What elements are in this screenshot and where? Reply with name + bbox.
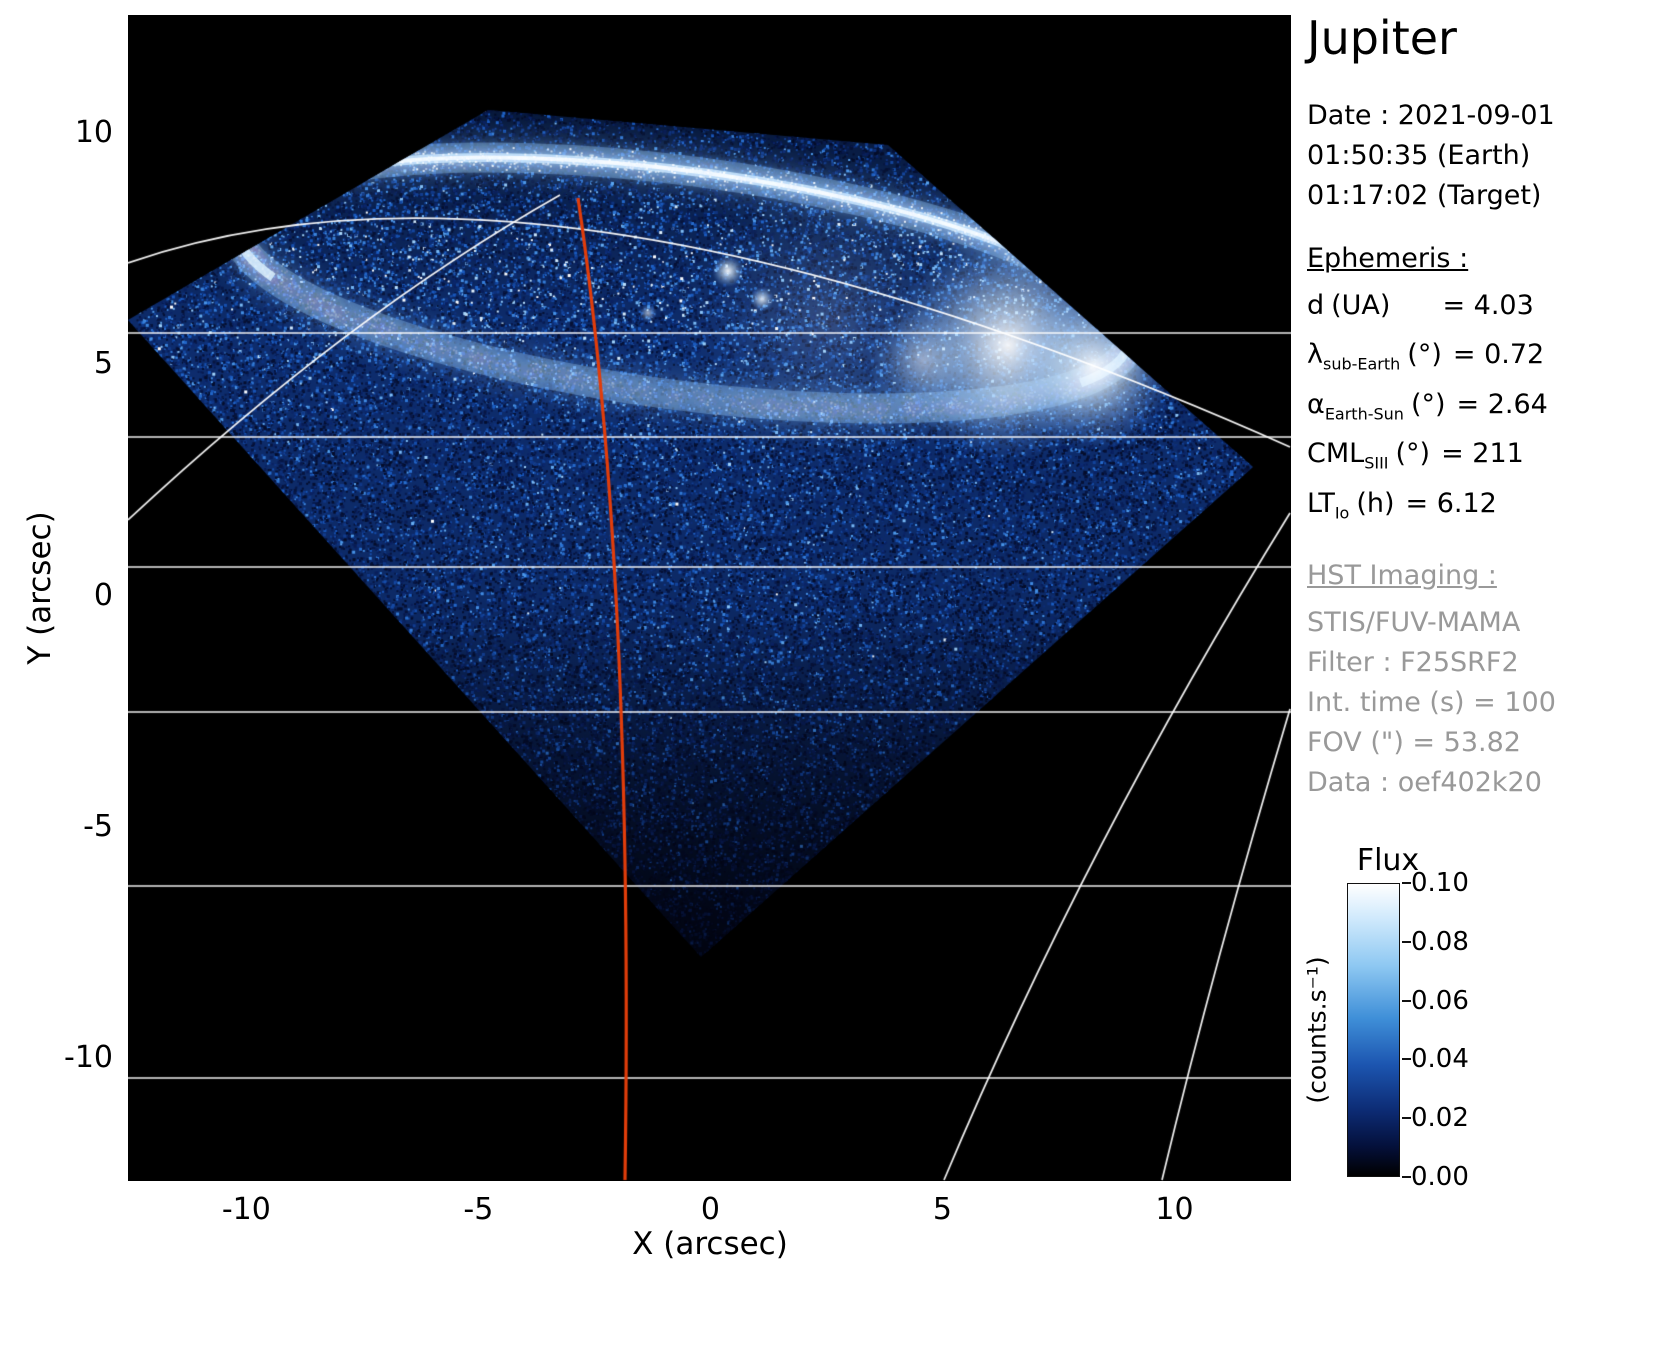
colorbar-title: Flux	[1356, 843, 1420, 878]
ephemeris-symbol: d	[1307, 290, 1325, 321]
ephemeris-row-lambda-subearth: λsub-Earth (°) = 0.72	[1307, 335, 1667, 384]
x-tick-label: 0	[700, 1192, 720, 1227]
x-axis-label: X (arcsec)	[632, 1226, 788, 1262]
obs-time-earth: 01:50:35 (Earth)	[1307, 140, 1531, 171]
ephemeris-unit: (h)	[1356, 487, 1395, 519]
y-tick-label: -10	[64, 1039, 113, 1075]
colorbar-tick-label: 0.04	[1411, 1044, 1469, 1075]
colorbar-tick-mark	[1402, 1058, 1411, 1061]
ephemeris-symbol: CMLSIII	[1307, 438, 1389, 473]
colorbar-tick-label: 0.08	[1411, 926, 1469, 957]
colorbar-gradient	[1347, 883, 1400, 1177]
figure-title: Jupiter	[1307, 11, 1457, 65]
hst-imaging-block: HST Imaging : STIS/FUV-MAMA Filter : F25…	[1307, 559, 1667, 803]
ephemeris-row-distance: d (UA) = 4.03	[1307, 286, 1667, 335]
colorbar-tick-label: 0.10	[1411, 868, 1469, 898]
ephemeris-value: = 211	[1441, 438, 1524, 470]
info-panel: Jupiter Date : 2021-09-01 01:50:35 (Eart…	[1307, 12, 1667, 803]
colorbar-tick-mark	[1402, 940, 1411, 943]
colorbar-unit-label: (counts.s⁻¹)	[1302, 956, 1332, 1104]
colorbar-tick-mark	[1402, 882, 1411, 884]
ephemeris-row-lt-io: LTIo (h) = 6.12	[1307, 484, 1667, 533]
x-tick-label: 5	[932, 1192, 953, 1227]
ephemeris-symbol: LTIo	[1307, 487, 1350, 522]
colorbar-tick-mark	[1402, 1176, 1411, 1178]
x-tick-label: -10	[221, 1192, 271, 1227]
colorbar-tick-mark	[1402, 1117, 1411, 1120]
ephemeris-value: = 0.72	[1452, 339, 1545, 371]
y-tick-label: 10	[74, 115, 113, 151]
hst-int-time: Int. time (s) = 100	[1307, 686, 1556, 718]
ephemeris-unit: (°)	[1407, 339, 1442, 371]
y-tick-label: 0	[93, 577, 113, 613]
x-tick-label: -5	[463, 1192, 494, 1227]
colorbar-tick-mark	[1402, 999, 1411, 1002]
ephemeris-unit: (°)	[1395, 438, 1431, 470]
hst-instrument: STIS/FUV-MAMA	[1307, 606, 1521, 638]
colorbar-tick-label: 0.00	[1411, 1162, 1469, 1192]
ephemeris-block: Ephemeris : d (UA) = 4.03 λsub-Earth (°)…	[1307, 242, 1667, 533]
ephemeris-value: = 6.12	[1405, 487, 1497, 519]
obs-date: Date : 2021-09-01	[1307, 100, 1555, 131]
ephemeris-value: = 4.03	[1442, 290, 1534, 321]
obs-time-target: 01:17:02 (Target)	[1307, 180, 1542, 211]
ephemeris-unit: (UA)	[1331, 290, 1391, 321]
ephemeris-row-alpha-earthsun: αEarth-Sun (°) = 2.64	[1307, 385, 1667, 434]
hst-data-id: Data : oef402k20	[1307, 766, 1542, 798]
y-tick-label: 5	[93, 346, 113, 382]
ephemeris-symbol: λsub-Earth	[1307, 339, 1401, 374]
colorbar-tick-label: 0.06	[1411, 985, 1469, 1016]
ephemeris-value: = 2.64	[1456, 388, 1548, 420]
hst-filter: Filter : F25SRF2	[1307, 646, 1519, 678]
y-tick-label: -5	[83, 808, 113, 844]
observation-block: Date : 2021-09-01 01:50:35 (Earth) 01:17…	[1307, 96, 1667, 216]
ephemeris-row-cml: CMLSIII (°) = 211	[1307, 434, 1667, 483]
hst-fov: FOV (") = 53.82	[1307, 726, 1521, 758]
ephemeris-unit: (°)	[1410, 388, 1446, 420]
ephemeris-symbol: αEarth-Sun	[1307, 388, 1404, 424]
hst-heading: HST Imaging :	[1307, 559, 1497, 591]
ephemeris-heading: Ephemeris :	[1307, 243, 1469, 274]
aurora-image-canvas	[128, 15, 1291, 1181]
colorbar-tick-label: 0.02	[1411, 1103, 1469, 1134]
x-tick-label: 10	[1155, 1192, 1194, 1227]
